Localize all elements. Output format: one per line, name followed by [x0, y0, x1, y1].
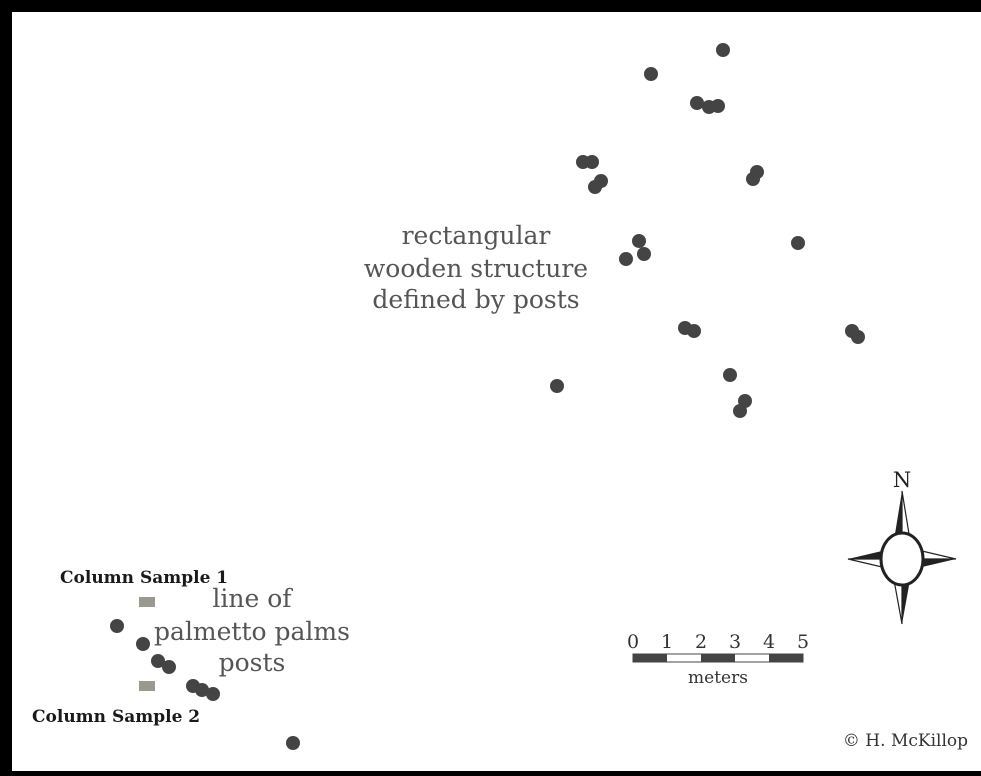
- column-sample-1-marker: [139, 597, 155, 607]
- copyright-label: © H. McKillop: [843, 731, 968, 751]
- structure-posts: [550, 43, 865, 418]
- scale-bar-unit: meters: [688, 668, 748, 688]
- structure-post: [585, 155, 599, 169]
- scale-tick-label: 4: [763, 631, 775, 653]
- palm-post: [110, 619, 124, 633]
- north-point-icon: [894, 491, 902, 540]
- structure-post: [690, 96, 704, 110]
- structure-post: [711, 99, 725, 113]
- scale-tick-label: 3: [729, 631, 741, 653]
- north-arrow-label: N: [893, 468, 911, 492]
- scale-tick-label: 2: [695, 631, 707, 653]
- palm-post: [136, 637, 150, 651]
- structure-post: [637, 247, 651, 261]
- palmetto-palm-posts: [110, 619, 300, 750]
- structure-label-line-1: rectangular: [402, 221, 551, 250]
- column-sample-1-label: Column Sample 1: [60, 568, 228, 588]
- structure-label-line-2: wooden structure: [364, 254, 588, 283]
- scale-tick-label: 0: [627, 631, 639, 653]
- palm-post: [206, 687, 220, 701]
- structure-post: [716, 43, 730, 57]
- palms-label-line-2: palmetto palms: [154, 617, 350, 646]
- scale-tick-label: 1: [661, 631, 673, 653]
- north-arrow: N: [847, 468, 957, 625]
- scale-tick-label: 5: [797, 631, 809, 653]
- palm-post: [151, 654, 165, 668]
- structure-label-line-3: defined by posts: [372, 285, 579, 314]
- palm-post: [195, 683, 209, 697]
- column-sample-2-label: Column Sample 2: [32, 707, 200, 727]
- structure-post: [619, 252, 633, 266]
- structure-post: [687, 324, 701, 338]
- structure-post: [791, 236, 805, 250]
- structure-post: [588, 180, 602, 194]
- palm-post: [286, 736, 300, 750]
- palms-label-line-3: posts: [219, 648, 286, 677]
- structure-post: [851, 330, 865, 344]
- structure-post: [746, 172, 760, 186]
- palms-label-line-1: line of: [212, 584, 293, 613]
- structure-post: [733, 404, 747, 418]
- structure-post: [632, 234, 646, 248]
- structure-post: [644, 67, 658, 81]
- structure-post: [723, 368, 737, 382]
- column-sample-2-marker: [139, 681, 155, 691]
- structure-post: [550, 379, 564, 393]
- palm-post: [162, 660, 176, 674]
